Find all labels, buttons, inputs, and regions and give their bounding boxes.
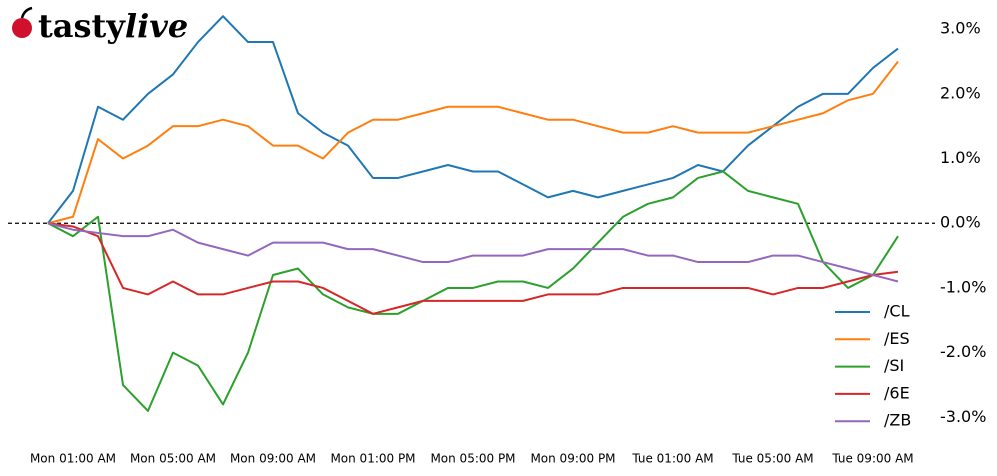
y-tick-label: 3.0% xyxy=(940,19,981,38)
y-tick-label: -3.0% xyxy=(940,407,986,426)
series-line xyxy=(47,170,899,412)
legend-label: /CL xyxy=(884,302,910,321)
x-tick-label: Mon 05:00 AM xyxy=(130,452,216,466)
y-tick-label: -2.0% xyxy=(940,342,986,361)
legend-label: /ZB xyxy=(884,411,911,430)
y-tick-label: 2.0% xyxy=(940,83,981,102)
legend-label: /ES xyxy=(884,329,910,348)
x-tick-label: Mon 09:00 AM xyxy=(230,452,316,466)
x-tick-label: Mon 05:00 PM xyxy=(430,452,515,466)
logo-stem xyxy=(20,6,33,19)
legend-label: /6E xyxy=(884,383,910,402)
logo: tastylive xyxy=(12,7,188,45)
logo-cherry xyxy=(12,18,32,38)
y-tick-label: 0.0% xyxy=(940,213,981,232)
logo-text: tastylive xyxy=(38,7,188,45)
x-tick-label: Tue 05:00 AM xyxy=(731,452,813,466)
x-tick-label: Mon 01:00 PM xyxy=(330,452,415,466)
x-tick-label: Tue 09:00 AM xyxy=(831,452,913,466)
y-tick-label: 1.0% xyxy=(940,148,981,167)
series-line xyxy=(47,222,899,283)
series-line xyxy=(47,15,899,224)
logo-suffix: live xyxy=(125,7,188,45)
x-tick-label: Mon 09:00 PM xyxy=(530,452,615,466)
x-tick-label: Mon 01:00 AM xyxy=(30,452,116,466)
logo-prefix: tasty xyxy=(38,7,126,45)
y-tick-label: -1.0% xyxy=(940,277,986,296)
series-line xyxy=(47,60,899,225)
x-tick-label: Tue 01:00 AM xyxy=(631,452,713,466)
legend-label: /SI xyxy=(884,356,904,375)
series-line xyxy=(47,222,899,315)
